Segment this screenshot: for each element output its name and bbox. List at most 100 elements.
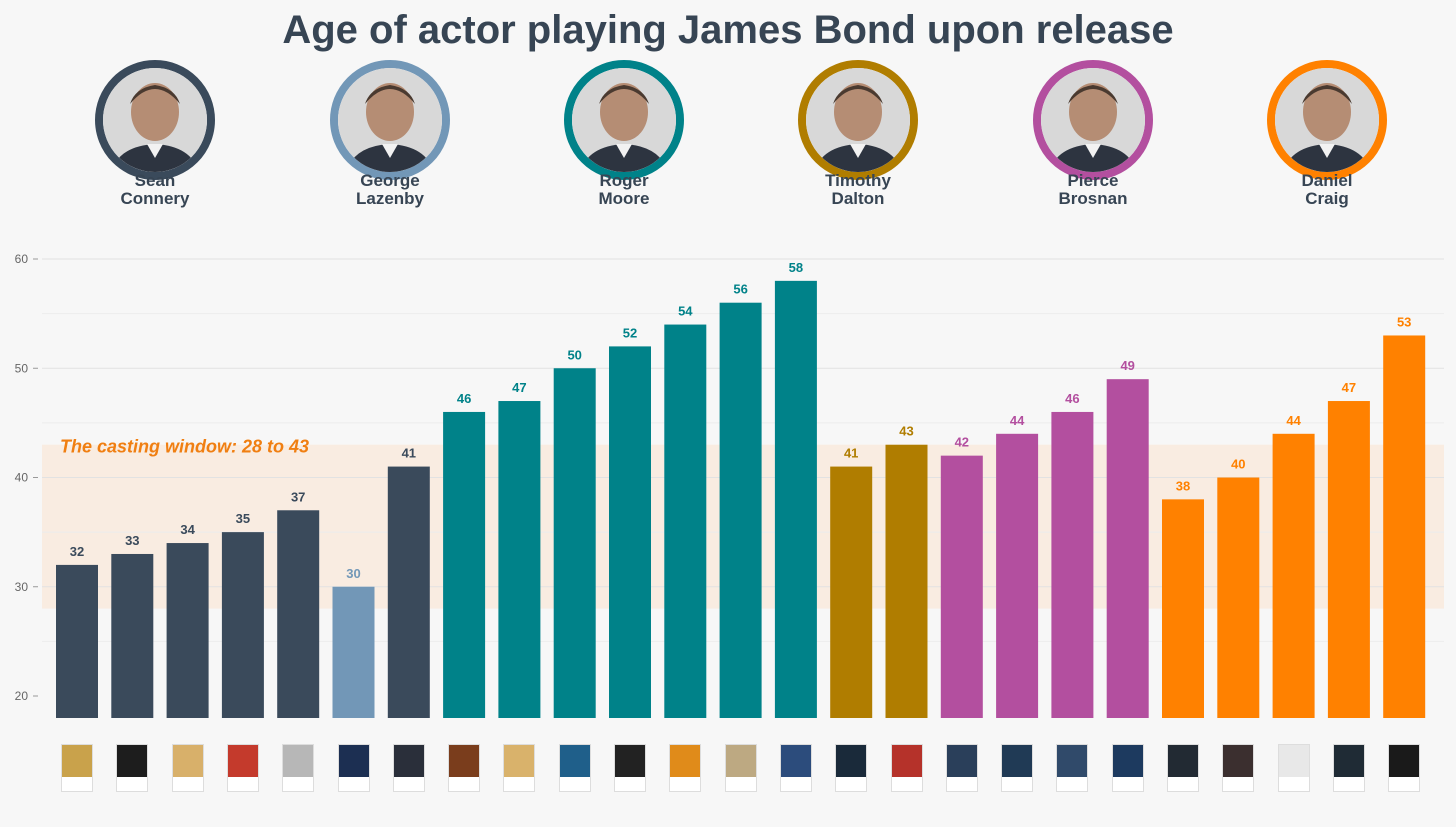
movie-poster [1277,744,1310,792]
bar-value-label: 35 [236,511,250,526]
bar [830,466,873,718]
y-tick-label: 60 [15,252,29,266]
person-icon [338,68,442,172]
movie-poster [226,744,259,792]
bar-value-label: 42 [955,435,969,450]
bar-value-label: 43 [899,424,913,439]
movie-poster [890,744,923,792]
actor-craig: Daniel Craig [1247,60,1407,208]
person-icon [572,68,676,172]
person-icon [103,68,207,172]
bar-value-label: 47 [512,380,526,395]
actor-first-name: George [360,172,420,190]
bar-value-label: 37 [291,489,305,504]
y-tick-label: 40 [15,471,29,485]
actor-portrait [1267,60,1387,180]
movie-poster [171,744,204,792]
bar [277,510,320,718]
actor-last-name: Dalton [831,189,885,208]
bar-value-label: 56 [733,282,747,297]
movie-poster [945,744,978,792]
actor-portrait [1033,60,1153,180]
bar-value-label: 52 [623,325,637,340]
actor-name: George Lazenby [310,172,470,208]
movie-poster [392,744,425,792]
bar [609,346,651,718]
movie-poster [1001,744,1034,792]
person-icon [806,68,910,172]
movie-poster [779,744,812,792]
bar [1272,433,1315,718]
y-tick-label: 30 [15,580,29,594]
bar-value-label: 44 [1010,413,1025,428]
actor-lazenby: George Lazenby [310,60,470,208]
actor-name: Roger Moore [544,172,704,208]
movie-poster [835,744,868,792]
bar-value-label: 47 [1342,380,1356,395]
bar-value-label: 32 [70,544,84,559]
bar-value-label: 53 [1397,314,1411,329]
bar-value-label: 46 [1065,391,1079,406]
bar [1327,401,1370,718]
movie-poster [503,744,536,792]
actor-portrait [564,60,684,180]
movie-poster [614,744,646,792]
actor-last-name: Brosnan [1058,189,1128,208]
bar-value-label: 33 [125,533,139,548]
actor-first-name: Roger [599,172,649,190]
bar [1217,477,1260,718]
bar [719,302,762,718]
actor-last-name: Lazenby [355,189,425,208]
bar [387,466,430,718]
actor-last-name: Craig [1305,189,1349,208]
bar-value-label: 46 [457,391,471,406]
bar [498,401,541,718]
movie-poster [1167,744,1199,792]
actor-name: Timothy Dalton [778,172,938,208]
bar [553,368,596,718]
actor-name: Sean Connery [75,172,235,208]
chart-title: Age of actor playing James Bond upon rel… [282,8,1174,52]
bar-value-label: 41 [844,446,858,461]
actor-last-name: Moore [598,189,650,208]
bar [166,543,209,718]
movie-poster [337,744,370,792]
actor-name: Pierce Brosnan [1013,172,1173,208]
bar [1106,379,1149,718]
bar-value-label: 49 [1120,358,1134,373]
actor-first-name: Timothy [825,172,891,190]
movie-poster [669,744,702,792]
bar [885,444,928,718]
bar-value-label: 44 [1286,413,1301,428]
bar [332,586,375,718]
bar-value-label: 34 [180,522,195,537]
casting-window-label: The casting window: 28 to 43 [60,437,309,457]
movie-poster [1056,744,1089,792]
bar-value-label: 40 [1231,457,1245,472]
actor-dalton: Timothy Dalton [778,60,938,208]
movie-poster [1332,744,1365,792]
actor-first-name: Pierce [1067,172,1119,190]
movie-poster [558,744,591,792]
bar [443,411,486,718]
bar-value-label: 58 [789,260,803,275]
movie-poster [724,744,757,792]
bar [1383,335,1426,718]
bar-value-label: 38 [1176,478,1190,493]
actor-first-name: Sean [134,172,176,190]
actor-portrait [798,60,918,180]
y-tick-label: 50 [15,361,29,375]
bar [940,455,983,718]
bar [56,564,98,718]
movie-poster [1222,744,1255,792]
bar [1051,411,1094,718]
movie-poster [448,744,481,792]
movie-poster [1388,744,1421,792]
actor-first-name: Daniel [1301,172,1353,190]
actor-last-name: Connery [120,189,190,208]
person-icon [1275,68,1379,172]
bar-value-label: 41 [402,446,416,461]
actor-brosnan: Pierce Brosnan [1013,60,1173,208]
actor-portrait [95,60,215,180]
